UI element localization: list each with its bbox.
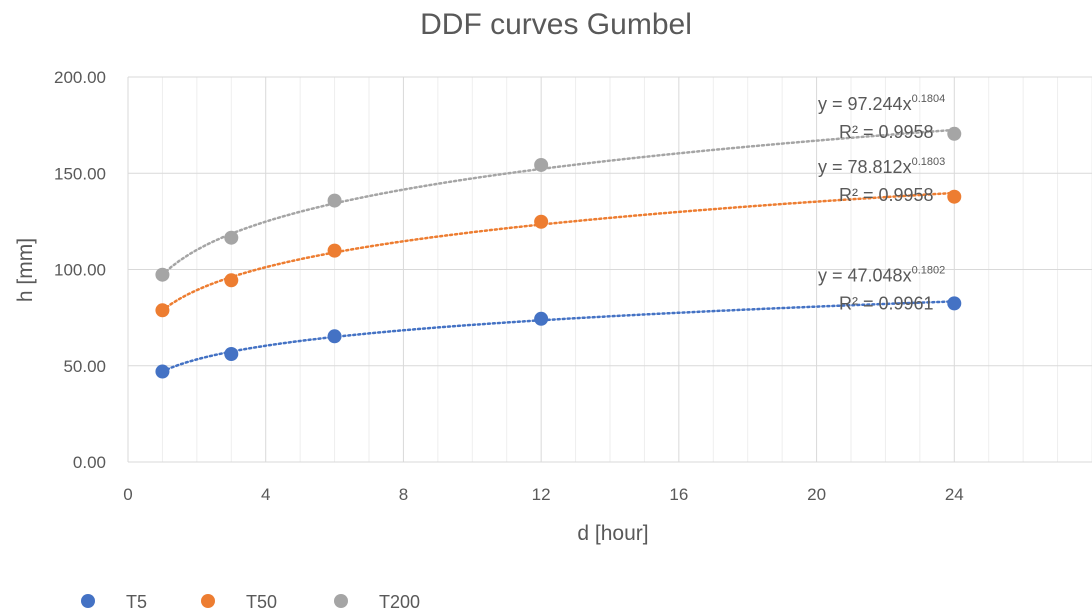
x-tick-label: 16 xyxy=(669,485,688,504)
x-tick-label: 20 xyxy=(807,485,826,504)
trendline-equation-t50: y = 78.812x0.1803 xyxy=(818,156,945,177)
data-point-t50 xyxy=(155,303,170,318)
y-tick-label: 150.00 xyxy=(54,164,106,183)
legend-marker-t5 xyxy=(81,594,95,608)
legend: T5 T50 T200 xyxy=(81,592,420,612)
data-point-t50 xyxy=(947,189,962,204)
trendline-exponent: 0.1803 xyxy=(912,156,946,168)
data-point-t200 xyxy=(155,267,170,282)
y-tick-label: 50.00 xyxy=(63,357,106,376)
data-points xyxy=(155,126,962,379)
x-axis-label: d [hour] xyxy=(577,522,648,545)
trendline-annotations: y = 47.048x0.1802 R² = 0.9961 y = 78.812x0… xyxy=(818,93,945,314)
y-tick-label: 100.00 xyxy=(54,261,106,280)
trendline-t5 xyxy=(161,300,956,373)
gridlines xyxy=(127,76,1092,463)
chart-title: DDF curves Gumbel xyxy=(420,8,692,41)
data-point-t50 xyxy=(534,214,549,229)
data-point-t5 xyxy=(224,347,239,362)
trendline-equation-t200: y = 97.244x0.1804 xyxy=(818,93,945,114)
x-tick-label: 0 xyxy=(123,485,132,504)
data-point-t5 xyxy=(155,364,170,379)
x-tick-label: 24 xyxy=(945,485,964,504)
y-axis-label: h [mm] xyxy=(14,238,37,302)
y-tick-label: 200.00 xyxy=(54,68,106,87)
trendline-exponent: 0.1802 xyxy=(912,264,946,276)
legend-label-t50: T50 xyxy=(246,592,277,612)
x-tick-label: 12 xyxy=(532,485,551,504)
trendline-t50 xyxy=(161,191,956,312)
trendline-exponent: 0.1804 xyxy=(912,93,946,105)
data-point-t50 xyxy=(327,243,342,258)
data-point-t200 xyxy=(327,193,342,208)
x-tick-label: 8 xyxy=(399,485,408,504)
data-point-t5 xyxy=(327,329,342,344)
trendline-t200 xyxy=(161,128,956,277)
x-axis-ticks: 0 4 8 12 16 20 24 xyxy=(123,485,963,504)
legend-label-t200: T200 xyxy=(379,592,420,612)
legend-label-t5: T5 xyxy=(126,592,147,612)
legend-marker-t200 xyxy=(334,594,348,608)
trendlines xyxy=(161,128,956,373)
y-axis-ticks: 0.00 50.00 100.00 150.00 200.00 xyxy=(54,68,106,472)
legend-marker-t50 xyxy=(201,594,215,608)
data-point-t200 xyxy=(534,157,549,172)
data-point-t200 xyxy=(947,126,962,141)
trendline-r2-t50: R² = 0.9958 xyxy=(839,185,934,205)
data-point-t200 xyxy=(224,230,239,245)
y-tick-label: 0.00 xyxy=(73,453,106,472)
trendline-r2-t5: R² = 0.9961 xyxy=(839,293,934,313)
data-point-t5 xyxy=(534,311,549,326)
trendline-r2-t200: R² = 0.9958 xyxy=(839,122,934,142)
data-point-t50 xyxy=(224,273,239,288)
trendline-equation-t5: y = 47.048x0.1802 xyxy=(818,264,945,285)
data-point-t5 xyxy=(947,296,962,311)
x-tick-label: 4 xyxy=(261,485,270,504)
